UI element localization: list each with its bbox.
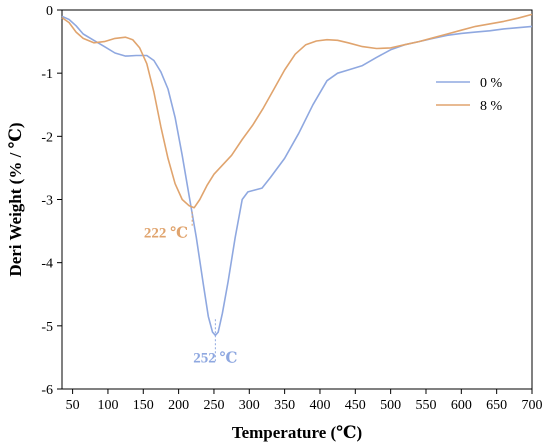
plot-frame bbox=[61, 9, 533, 390]
x-tick-label: 600 bbox=[451, 398, 472, 413]
y-tick-label: -4 bbox=[41, 257, 53, 272]
legend-label-0: 0 % bbox=[480, 76, 503, 91]
plot-area bbox=[61, 9, 533, 390]
y-tick-label: -1 bbox=[41, 67, 53, 82]
series-line-0 bbox=[61, 15, 533, 337]
peak-label: 222 ℃ bbox=[144, 226, 188, 242]
y-axis-ticks: 0 -1 -2 -3 -4 -5 -6 bbox=[41, 4, 62, 398]
x-tick-label: 400 bbox=[309, 398, 330, 413]
y-tick-label: -6 bbox=[41, 383, 53, 398]
x-tick-label: 300 bbox=[239, 398, 260, 413]
x-tick-label: 200 bbox=[168, 398, 189, 413]
x-tick-label: 100 bbox=[97, 398, 118, 413]
x-tick-label: 50 bbox=[66, 398, 80, 413]
annotation-layer: 222 ℃ 252 ℃ bbox=[144, 211, 238, 366]
x-tick-label: 500 bbox=[380, 398, 401, 413]
y-axis-title: Deri Weight (% / ℃) bbox=[6, 122, 25, 276]
x-tick-label: 700 bbox=[522, 398, 543, 413]
x-tick-label: 450 bbox=[345, 398, 366, 413]
y-tick-label: 0 bbox=[46, 4, 53, 19]
x-axis-ticks: 50 100 150 200 250 300 350 400 450 500 550 600 650 70… bbox=[66, 389, 543, 413]
series-layer bbox=[61, 13, 533, 337]
x-tick-label: 650 bbox=[486, 398, 507, 413]
x-tick-label: 550 bbox=[415, 398, 436, 413]
legend: 0 % 8 % bbox=[436, 76, 503, 114]
x-tick-label: 250 bbox=[203, 398, 224, 413]
y-tick-label: -2 bbox=[41, 130, 53, 145]
y-tick-label: -5 bbox=[41, 320, 53, 335]
x-tick-label: 350 bbox=[274, 398, 295, 413]
peak-label: 252 ℃ bbox=[193, 350, 237, 366]
x-axis-title: Temperature (℃) bbox=[232, 423, 362, 442]
x-tick-label: 150 bbox=[133, 398, 154, 413]
legend-label-1: 8 % bbox=[480, 99, 503, 114]
y-tick-label: -3 bbox=[41, 194, 53, 209]
series-line-1 bbox=[61, 13, 533, 209]
